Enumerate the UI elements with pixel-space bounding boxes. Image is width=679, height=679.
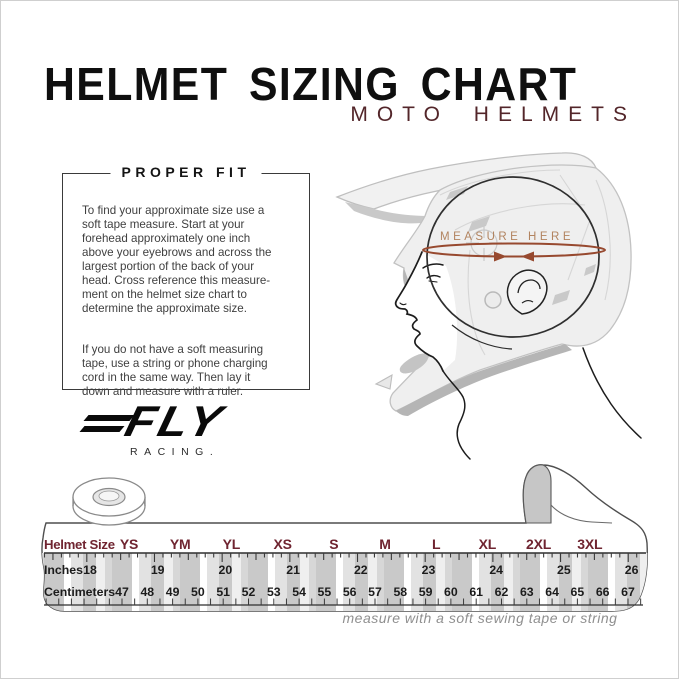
neck-back-line <box>582 347 642 439</box>
chin-bar-shadow <box>396 344 572 416</box>
face-features <box>399 263 444 306</box>
proper-fit-box: PROPER FIT To find your approximate size… <box>62 164 310 398</box>
helmet-illustration: MEASURE HERE <box>335 152 642 460</box>
cm-value: 63 <box>520 585 534 599</box>
size-label: XS <box>273 536 291 552</box>
proper-fit-paragraph-1: To find your approximate size use a soft… <box>82 204 272 315</box>
size-label: L <box>432 536 441 552</box>
cm-value: 64 <box>545 585 559 599</box>
cm-value: 58 <box>393 585 407 599</box>
cm-value: 65 <box>571 585 585 599</box>
proper-fit-paragraph-2: If you do not have a soft measuring tape… <box>82 343 268 398</box>
centimeters-values-row: 47 48 49 50 51 52 53 54 55 56 57 58 59 60 61 62 63 64 65 66… <box>115 585 635 599</box>
size-labels-row: YS YM YL XS S M L XL 2XL 3XL <box>120 536 603 552</box>
logo-racing-text: RACING. <box>130 446 220 458</box>
tape-fold-back <box>522 464 552 524</box>
cheek-pivot-button <box>484 291 502 309</box>
cm-value: 47 <box>115 585 129 599</box>
cm-value: 61 <box>469 585 483 599</box>
inch-value: 21 <box>286 563 300 577</box>
inch-value: 18 <box>83 563 97 577</box>
jaw-pad-line <box>451 324 513 350</box>
size-label: YL <box>223 536 241 552</box>
tape-roll-icon <box>72 477 146 526</box>
face-profile-line <box>394 251 444 372</box>
measure-arrow-left-icon <box>521 251 534 262</box>
size-label: 2XL <box>526 536 552 552</box>
face-fill <box>395 252 458 371</box>
cm-value: 52 <box>242 585 256 599</box>
fly-racing-logo: FLY RACING. <box>79 398 256 464</box>
helmet-peak-underside <box>345 202 427 224</box>
tape-size-chart: Helmet Size Inches Centimeters YS YM YL XS S… <box>41 464 648 612</box>
inch-value: 25 <box>557 563 571 577</box>
chin-vent-triangle <box>374 373 393 390</box>
cm-value: 60 <box>444 585 458 599</box>
size-label: YS <box>120 536 138 552</box>
proper-fit-text: To find your approximate size use a soft… <box>63 174 309 426</box>
measure-ellipse <box>422 242 606 258</box>
cm-value: 51 <box>216 585 230 599</box>
head-circumference-circle <box>426 176 600 338</box>
cm-value: 48 <box>140 585 154 599</box>
logo-speed-bar <box>79 426 125 432</box>
logo-fly-text: FLY <box>120 398 230 446</box>
cm-value: 53 <box>267 585 281 599</box>
size-label: XL <box>479 536 497 552</box>
measure-arrow-right-icon <box>494 251 507 262</box>
ear-inner-line <box>517 279 541 294</box>
inch-value: 19 <box>151 563 165 577</box>
helmet-vents <box>446 186 596 305</box>
neck-front-line <box>442 370 471 460</box>
cm-value: 54 <box>292 585 306 599</box>
tape-caption: measure with a soft sewing tape or strin… <box>342 610 618 626</box>
size-label: YM <box>170 536 191 552</box>
ear-icon <box>506 269 548 315</box>
page-title: HELMET SIZING CHART <box>44 58 578 110</box>
cm-value: 57 <box>368 585 382 599</box>
inch-value: 24 <box>489 563 503 577</box>
cm-value: 67 <box>621 585 635 599</box>
size-label: S <box>329 536 338 552</box>
page-subtitle: MOTO HELMETS <box>350 103 636 126</box>
size-label: 3XL <box>577 536 603 552</box>
proper-fit-heading: PROPER FIT <box>110 164 262 180</box>
tape-fold-flap-edge <box>550 504 613 524</box>
cm-value: 49 <box>166 585 180 599</box>
centimeters-row-label: Centimeters <box>44 585 115 599</box>
inch-tick-marks <box>43 553 638 562</box>
inch-value: 26 <box>625 563 639 577</box>
measure-here-label: MEASURE HERE <box>440 231 574 243</box>
cm-value: 59 <box>419 585 433 599</box>
cm-value: 66 <box>596 585 610 599</box>
cm-value: 62 <box>495 585 509 599</box>
inches-row-label: Inches <box>44 563 83 577</box>
size-label: M <box>379 536 390 552</box>
cm-value: 50 <box>191 585 205 599</box>
cm-tick-marks <box>45 598 642 605</box>
inches-values-row: 18 19 20 21 22 23 24 25 26 <box>83 563 638 577</box>
chin-vent-slot <box>399 353 429 374</box>
inch-value: 22 <box>354 563 368 577</box>
cm-value: 55 <box>318 585 332 599</box>
helmet-size-row-label: Helmet Size <box>44 537 115 552</box>
cm-value: 56 <box>343 585 357 599</box>
ear-lobe-line <box>521 300 534 304</box>
tape-stripes <box>41 553 648 611</box>
inch-value: 20 <box>219 563 233 577</box>
inch-value: 23 <box>422 563 436 577</box>
